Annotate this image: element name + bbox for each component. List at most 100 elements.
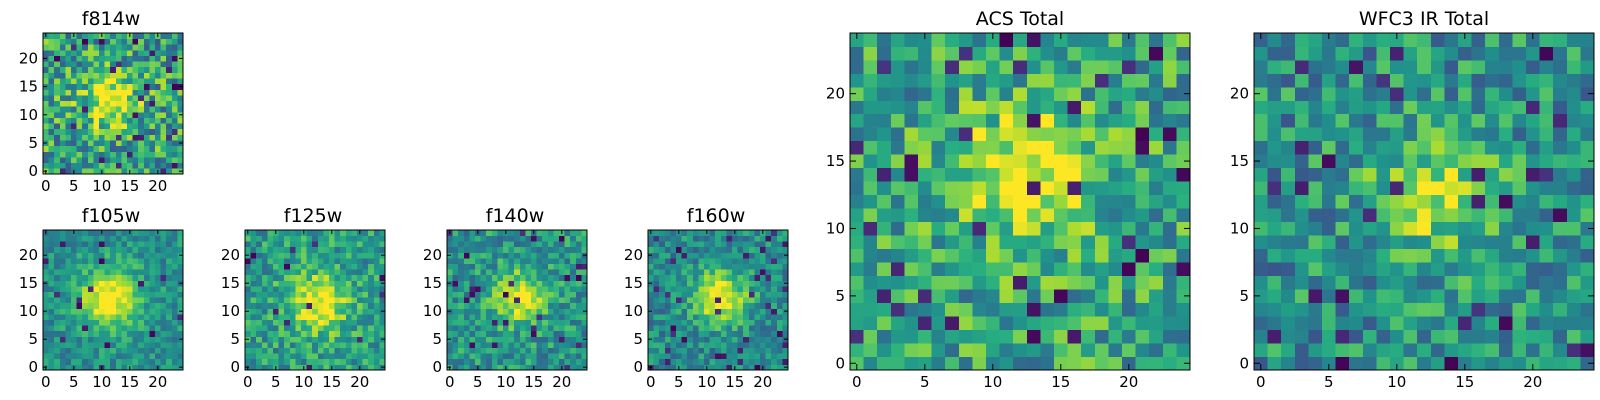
heatmap-cell <box>155 347 161 354</box>
heatmap-cell <box>463 274 470 281</box>
heatmap-cell <box>345 258 352 264</box>
heatmap-cell <box>486 308 493 315</box>
heatmap-cell <box>289 258 296 264</box>
heatmap-cell <box>760 235 766 242</box>
heatmap-cell <box>754 246 761 253</box>
heatmap-cell <box>1471 356 1486 371</box>
heatmap-cell <box>317 235 324 242</box>
heatmap-cell <box>715 286 722 292</box>
heatmap-cell <box>1322 316 1336 330</box>
heatmap-cell <box>284 308 291 315</box>
heatmap-cell <box>1067 181 1082 196</box>
heatmap-cell <box>748 353 755 360</box>
heatmap-cell <box>160 235 167 242</box>
heatmap-cell <box>945 316 960 330</box>
heatmap-cell <box>653 330 660 337</box>
heatmap-cell <box>1512 221 1527 236</box>
heatmap-cell <box>1013 167 1028 182</box>
heatmap-cell <box>1376 262 1391 276</box>
heatmap-cell <box>1162 356 1177 371</box>
heatmap-cell <box>1390 127 1404 142</box>
heatmap-cell <box>295 280 302 287</box>
heatmap-cell <box>1566 154 1581 169</box>
heatmap-cell <box>357 308 363 315</box>
heatmap-cell <box>329 308 335 315</box>
heatmap-cell <box>542 308 549 315</box>
heatmap-cell <box>508 241 515 248</box>
heatmap-cell <box>999 329 1014 344</box>
heatmap-cell <box>138 358 145 365</box>
heatmap-cell <box>748 269 755 276</box>
heatmap-cell <box>904 140 919 155</box>
heatmap-cell <box>177 117 184 124</box>
heatmap-cell <box>1026 100 1041 115</box>
heatmap-cell <box>273 358 279 365</box>
heatmap-cell <box>771 235 778 242</box>
heatmap-cell <box>334 274 341 281</box>
heatmap-cell <box>547 241 554 248</box>
heatmap-cell <box>737 230 744 236</box>
heatmap-cell <box>54 230 61 236</box>
heatmap-cell <box>782 319 789 326</box>
heatmap-cell <box>160 342 167 348</box>
heatmap-cell <box>43 128 49 135</box>
heatmap-cell <box>177 66 184 73</box>
heatmap-cell <box>904 221 919 236</box>
heatmap-cell <box>491 336 498 343</box>
heatmap-cell <box>581 246 588 253</box>
heatmap-cell <box>570 314 577 320</box>
heatmap-cell <box>737 269 744 276</box>
heatmap-cell <box>177 123 184 130</box>
heatmap-cell <box>519 246 526 253</box>
heatmap-cell <box>99 353 105 360</box>
heatmap-cell <box>132 336 139 343</box>
heatmap-cell <box>931 181 946 196</box>
heatmap-cell <box>155 258 161 264</box>
heatmap-cell <box>687 364 694 371</box>
axes-frame <box>446 229 588 371</box>
heatmap-cell <box>43 258 49 264</box>
heatmap-cell <box>1458 248 1472 263</box>
heatmap-cell <box>149 55 156 62</box>
heatmap-cell <box>1108 208 1123 223</box>
heatmap-cell <box>1512 59 1527 74</box>
heatmap-cell <box>737 286 744 292</box>
heatmap-cell <box>670 314 677 320</box>
heatmap-cell <box>480 246 487 253</box>
heatmap-cell <box>127 314 133 320</box>
heatmap-cell <box>737 325 744 332</box>
heatmap-cell <box>497 241 504 248</box>
heatmap-cell <box>1081 100 1096 115</box>
heatmap-cell <box>1162 194 1177 209</box>
heatmap-cell <box>1526 33 1540 47</box>
heatmap-cell <box>564 308 571 315</box>
heatmap-cell <box>373 280 380 287</box>
heatmap-cell <box>508 246 515 253</box>
heatmap-cell <box>704 246 710 253</box>
heatmap-cell <box>704 269 710 276</box>
heatmap-cell <box>1013 302 1028 317</box>
heatmap-cell <box>863 113 878 128</box>
heatmap-cell <box>250 308 257 315</box>
heatmap-cell <box>110 140 117 147</box>
heatmap-cell <box>87 140 94 147</box>
heatmap-cell <box>542 347 549 354</box>
heatmap-cell <box>726 230 733 236</box>
heatmap-cell <box>743 274 750 281</box>
heatmap-cell <box>368 269 375 276</box>
heatmap-cell <box>447 325 453 332</box>
heatmap-cell <box>497 342 504 348</box>
heatmap-cell <box>531 269 537 276</box>
heatmap-cell <box>93 230 100 236</box>
heatmap-cell <box>553 235 560 242</box>
heatmap-cell <box>681 302 688 309</box>
heatmap-cell <box>748 286 755 292</box>
heatmap-cell <box>863 33 878 47</box>
heatmap-cell <box>670 325 677 332</box>
heatmap-cell <box>357 280 363 287</box>
heatmap-cell <box>670 263 677 270</box>
heatmap-cell <box>503 330 509 337</box>
heatmap-cell <box>99 274 105 281</box>
heatmap-cell <box>82 123 89 130</box>
heatmap-cell <box>1376 113 1391 128</box>
